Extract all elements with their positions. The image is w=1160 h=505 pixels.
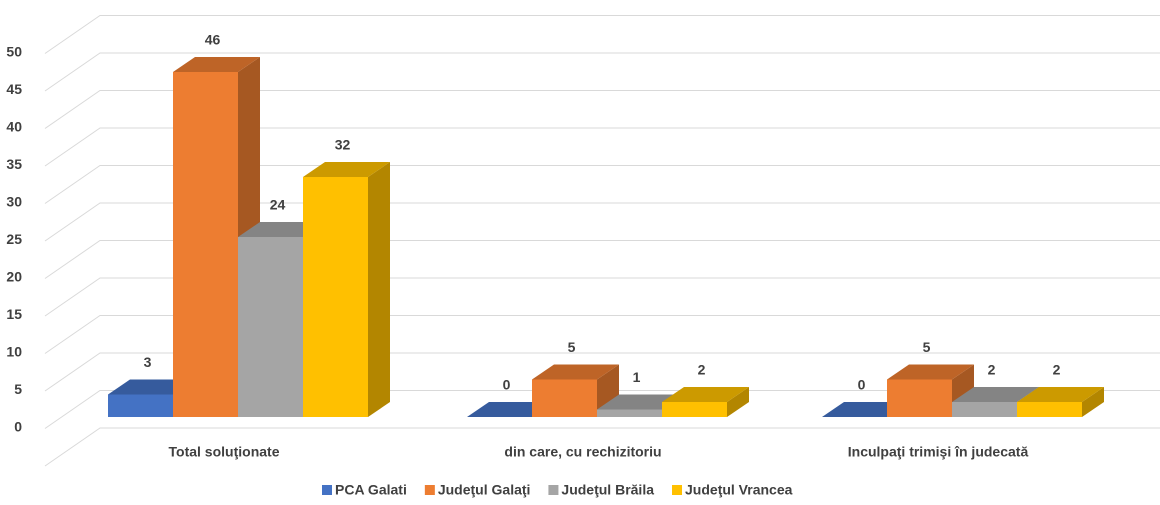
y-tick-label: 10: [6, 344, 22, 360]
bar-top: [887, 364, 974, 380]
bar-top: [303, 162, 390, 177]
bar-top: [1017, 387, 1104, 402]
bar: [1017, 387, 1104, 417]
grid-line: [44, 352, 1160, 392]
bar-side: [727, 387, 749, 417]
bar-front: [1017, 402, 1082, 417]
grid-line: [44, 427, 1160, 467]
legend-label: Judeţul Brăila: [561, 482, 654, 498]
data-label: 5: [568, 339, 576, 355]
legend-swatch: [322, 485, 332, 495]
legend-swatch: [548, 485, 559, 495]
y-tick-label: 35: [6, 156, 22, 172]
data-label: 1: [633, 369, 641, 385]
grid-line: [44, 277, 1160, 317]
bar-front: [532, 379, 597, 417]
bar: [662, 387, 749, 417]
bar-front: [108, 394, 173, 417]
y-tick-label: 0: [14, 419, 22, 435]
x-tick-label: Total soluţionate: [169, 444, 280, 460]
grid-line: [44, 240, 1160, 279]
data-label: 0: [858, 377, 866, 393]
grid-line: [44, 315, 1160, 354]
y-tick-label: 40: [6, 119, 22, 135]
grid-line: [44, 165, 1160, 204]
legend-swatch: [424, 485, 435, 495]
data-label: 24: [270, 197, 286, 213]
y-tick-label: 5: [14, 381, 22, 397]
bar-front: [662, 402, 727, 417]
data-label: 5: [923, 339, 931, 355]
bar-front: [952, 402, 1017, 417]
grid-line: [44, 390, 1160, 429]
bar-front: [238, 237, 303, 417]
y-tick-label: 25: [6, 231, 22, 247]
grid-line: [44, 90, 1160, 129]
bar-front: [173, 72, 238, 417]
bar-side: [1082, 387, 1104, 417]
grid-frame: [44, 15, 1160, 54]
bar-top: [532, 364, 619, 380]
bar: [303, 162, 390, 417]
data-label: 2: [988, 362, 996, 378]
bar: [532, 364, 619, 417]
x-tick-label: Inculpaţi trimişi în judecată: [848, 444, 1029, 460]
legend-label: PCA Galati: [335, 482, 407, 498]
y-tick-label: 15: [6, 306, 22, 322]
bar-front: [887, 379, 952, 417]
bar-front: [597, 409, 662, 417]
data-label: 46: [205, 32, 221, 48]
x-tick-label: din care, cu rechizitoriu: [504, 444, 661, 460]
y-tick-label: 20: [6, 269, 22, 285]
bar-side: [368, 162, 390, 417]
data-label: 2: [1053, 362, 1061, 378]
bar-top: [662, 387, 749, 402]
data-label: 32: [335, 137, 351, 153]
legend-label: Judeţul Vrancea: [685, 482, 793, 498]
grid-line: [44, 52, 1160, 92]
y-tick-label: 30: [6, 194, 22, 210]
legend-swatch: [672, 485, 683, 495]
data-label: 3: [144, 354, 152, 370]
y-tick-label: 50: [6, 44, 22, 60]
bar-front: [303, 177, 368, 417]
legend-label: Judeţul Galaţi: [438, 482, 531, 498]
bar-top: [173, 57, 260, 72]
bar-top: [952, 387, 1039, 402]
data-label: 0: [503, 377, 511, 393]
y-tick-label: 45: [6, 81, 22, 97]
data-label: 2: [698, 362, 706, 378]
grid-line: [44, 127, 1160, 167]
grid-line: [44, 202, 1160, 242]
